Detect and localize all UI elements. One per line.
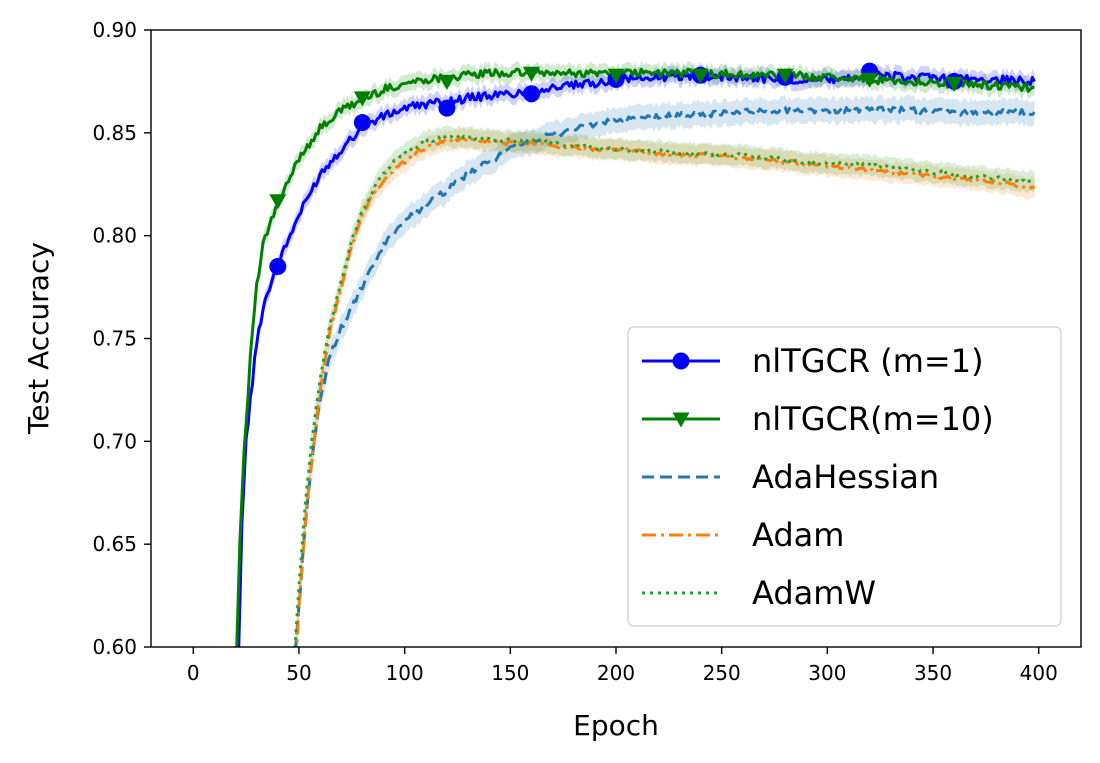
marker-nltgcr-m-1-120 [438, 99, 456, 117]
legend-marker-nltgcr-m-1 [672, 352, 690, 370]
marker-nltgcr-m-1-80 [353, 114, 371, 132]
x-tick-label-350: 350 [914, 661, 952, 685]
marker-nltgcr-m-10-40 [269, 194, 287, 210]
legend-label-adahessian: AdaHessian [752, 458, 939, 496]
y-tick-label-2: 0.70 [92, 429, 137, 453]
marker-nltgcr-m-10-360 [945, 76, 963, 92]
y-tick-label-3: 0.75 [92, 327, 137, 351]
y-tick-label-4: 0.80 [92, 224, 137, 248]
marker-nltgcr-m-1-160 [522, 85, 540, 103]
legend-label-nltgcr-m-1: nlTGCR (m=1) [752, 342, 984, 380]
marker-nltgcr-m-10-320 [861, 72, 879, 88]
marker-nltgcr-m-10-120 [438, 74, 456, 90]
marker-nltgcr-m-10-280 [776, 68, 794, 84]
x-axis-title: Epoch [573, 709, 659, 742]
marker-nltgcr-m-10-200 [607, 68, 625, 84]
legend-label-adamw: AdamW [752, 574, 876, 612]
marker-nltgcr-m-10-80 [353, 91, 371, 107]
x-tick-label-250: 250 [703, 661, 741, 685]
y-tick-label-5: 0.85 [92, 121, 137, 145]
x-tick-label-400: 400 [1020, 661, 1058, 685]
x-tick-label-100: 100 [386, 661, 424, 685]
x-tick-label-300: 300 [808, 661, 846, 685]
y-axis-title: Test Accuracy [22, 242, 55, 435]
legend-marker-nltgcr-m-10 [672, 412, 690, 428]
marker-nltgcr-m-10-240 [692, 68, 710, 84]
line-adamw [293, 133, 1036, 647]
x-tick-label-50: 50 [286, 661, 311, 685]
x-tick-label-150: 150 [491, 661, 529, 685]
band-adam [296, 127, 1035, 647]
marker-nltgcr-m-10-160 [522, 66, 540, 82]
legend-label-nltgcr-m-10: nlTGCR(m=10) [752, 400, 994, 438]
y-tick-label-0: 0.60 [92, 635, 137, 659]
legend-frame [627, 326, 1062, 627]
marker-nltgcr-m-1-40 [269, 258, 287, 276]
line-adam [295, 136, 1036, 647]
line-adahessian [294, 105, 1036, 647]
y-tick-label-1: 0.65 [92, 532, 137, 556]
line-nltgcr-m-10 [235, 67, 1035, 647]
y-tick-label-6: 0.90 [92, 18, 137, 42]
x-tick-label-200: 200 [597, 661, 635, 685]
x-tick-label-0: 0 [187, 661, 200, 685]
legend: nlTGCR (m=1) nlTGCR(m=10) AdaHessian Adam Ad… [627, 326, 1062, 627]
legend-label-adam: Adam [752, 516, 844, 554]
